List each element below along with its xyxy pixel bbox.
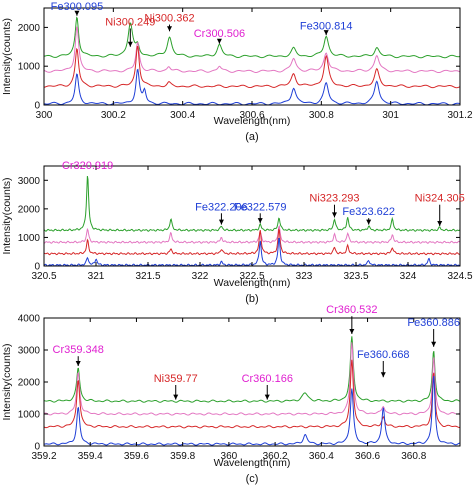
series-line-3 — [44, 45, 460, 89]
annotation-arrowhead — [323, 30, 329, 36]
x-tick-label: 322.5 — [239, 271, 264, 282]
peak-annotation: Cr360.166 — [242, 373, 293, 385]
annotation-arrowhead — [127, 41, 133, 47]
x-tick-label: 360.8 — [401, 451, 426, 462]
x-tick-label: 360.2 — [263, 451, 288, 462]
series-line-3 — [44, 359, 460, 429]
x-tick-label: 324.5 — [447, 271, 472, 282]
peak-annotation: Fe322.579 — [234, 201, 287, 213]
panel-1: 300 300.2 300.4 300.6 300.8 301 301.2 0 1000 2000… — [1, 1, 473, 143]
peak-annotation: Fe323.622 — [342, 206, 395, 218]
x-tick-label: 359.2 — [31, 451, 56, 462]
peak-annotation: Fe360.886 — [407, 317, 460, 329]
annotation-arrowhead — [349, 329, 355, 334]
panel-caption: (c) — [246, 473, 259, 485]
plot-frame — [43, 165, 461, 267]
series-line-3 — [44, 228, 460, 256]
y-tick-label: 0 — [34, 101, 40, 112]
peak-annotation: Fe300.814 — [300, 20, 353, 32]
y-tick-label: 3000 — [18, 176, 41, 187]
x-tick-label: 321 — [88, 271, 105, 282]
annotation-arrowhead — [331, 212, 337, 218]
panel-caption: (a) — [245, 131, 258, 143]
y-tick-label: 2000 — [18, 23, 41, 34]
x-tick-label: 323.5 — [343, 271, 368, 282]
y-tick-label: 1000 — [18, 62, 41, 73]
y-tick-label: 0 — [34, 262, 40, 273]
peak-annotation: Ni323.293 — [309, 193, 359, 205]
series-line-2 — [44, 26, 460, 74]
x-tick-label: 321.5 — [135, 271, 160, 282]
y-tick-label: 0 — [34, 442, 40, 453]
annotation-arrowhead — [366, 219, 372, 225]
annotation-arrowhead — [173, 394, 179, 400]
x-tick-label: 300.4 — [170, 110, 195, 121]
peak-annotation: Ni300.249 — [105, 16, 155, 28]
peak-annotation: Fe300.095 — [51, 1, 104, 13]
series-line-1 — [44, 336, 460, 403]
x-tick-label: 300 — [36, 110, 53, 121]
x-tick-label: 320.5 — [31, 271, 56, 282]
peak-annotation: Cr360.532 — [326, 304, 377, 316]
x-axis-label: Wavelength(nm) — [214, 457, 291, 469]
annotation-arrowhead — [74, 10, 80, 16]
x-axis-label: Wavelength(nm) — [214, 277, 291, 289]
annotation-arrowhead — [437, 221, 443, 226]
x-tick-label: 300.2 — [101, 110, 126, 121]
x-tick-label: 359.6 — [124, 451, 149, 462]
x-tick-label: 359.8 — [170, 451, 195, 462]
y-axis-label: Intensity(counts) — [1, 18, 13, 95]
peak-annotation: Ni300.362 — [144, 13, 194, 25]
y-axis-label: Intensity(counts) — [1, 343, 13, 420]
x-tick-label: 360 — [221, 451, 238, 462]
peak-annotation: Cr320.919 — [62, 160, 113, 172]
peak-annotation: Fe360.668 — [357, 349, 410, 361]
panel-caption: (b) — [245, 293, 258, 305]
annotation-arrowhead — [75, 361, 81, 366]
annotation-arrowhead — [216, 38, 222, 44]
annotation-arrowhead — [166, 26, 172, 32]
series-group — [44, 175, 460, 266]
y-tick-label: 1000 — [18, 233, 41, 244]
x-tick-label: 322 — [192, 271, 209, 282]
x-tick-label: 300.6 — [239, 110, 264, 121]
series-line-4 — [44, 375, 460, 446]
annotation-arrowhead — [431, 341, 437, 347]
y-tick-label: 2000 — [18, 204, 41, 215]
x-tick-label: 301.2 — [447, 110, 472, 121]
annotation-arrowhead — [264, 394, 270, 400]
x-tick-label: 324 — [400, 271, 417, 282]
peak-annotation: Cr300.506 — [194, 28, 245, 40]
series-line-2 — [44, 225, 460, 244]
x-axis-label: Wavelength(nm) — [214, 115, 291, 127]
series-line-1 — [44, 175, 460, 232]
peak-annotation: Cr359.348 — [53, 344, 104, 356]
x-tick-label: 323 — [296, 271, 313, 282]
annotation-arrowhead — [218, 219, 224, 225]
panel-2: 320.5 321 321.5 322 322.5 323 323.5 324 324.5 0 10… — [1, 160, 473, 305]
y-tick-label: 4000 — [18, 314, 41, 325]
y-axis-label: Intensity(counts) — [1, 177, 13, 254]
peak-annotation: Fe322.206 — [195, 201, 248, 213]
y-tick-label: 3000 — [18, 346, 41, 357]
annotation-arrowhead — [257, 218, 263, 224]
y-tick-label: 2000 — [18, 378, 41, 389]
x-tick-label: 359.4 — [78, 451, 103, 462]
x-tick-label: 301 — [382, 110, 399, 121]
y-tick-label: 1000 — [18, 410, 41, 421]
x-tick-label: 360.6 — [355, 451, 380, 462]
x-tick-label: 300.8 — [309, 110, 334, 121]
series-group — [44, 336, 460, 446]
peak-annotation: Ni359.77 — [154, 373, 198, 385]
panel-3: 359.2 359.4 359.6 359.8 360 360.2 360.4 360.6 36… — [1, 304, 461, 485]
annotation-arrowhead — [380, 372, 386, 378]
peak-annotation: Ni324.305 — [415, 193, 465, 205]
x-tick-label: 360.4 — [309, 451, 334, 462]
series-line-1 — [44, 16, 460, 59]
series-group — [44, 16, 460, 105]
series-line-2 — [44, 342, 460, 416]
